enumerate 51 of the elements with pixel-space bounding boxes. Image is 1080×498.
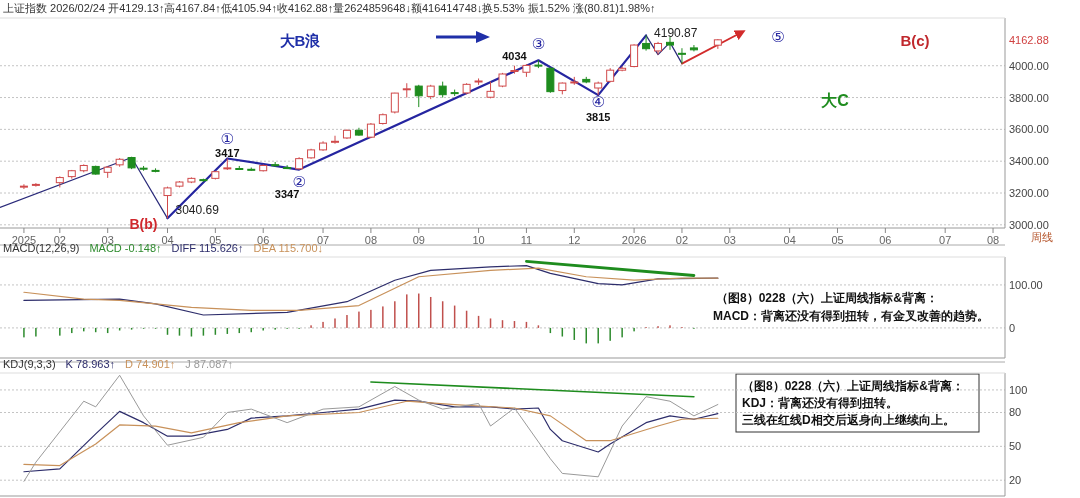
annotation: 大B浪 xyxy=(279,31,322,49)
y-tick-label: 20 xyxy=(1009,474,1022,487)
annotation: MACD：背离还没有得到扭转，有金叉改善的趋势。 xyxy=(713,309,989,323)
annotation: 4190.87 xyxy=(654,26,698,41)
annotation: ④ xyxy=(591,92,605,110)
y-tick-label: 3200.00 xyxy=(1009,187,1049,199)
y-tick-label: 3400.00 xyxy=(1009,155,1049,168)
y-tick-label: 100.00 xyxy=(1009,278,1043,291)
y-tick-label: 3600.00 xyxy=(1009,123,1049,136)
annotation: KDJ：背离还没有得到扭转。 xyxy=(742,396,899,410)
x-tick-label: 08 xyxy=(986,234,1000,246)
annotation: 4034 xyxy=(502,50,528,63)
annotation: ① xyxy=(220,129,235,147)
annotation: 三线在红线D相交后返身向上继续向上。 xyxy=(742,413,955,427)
x-tick-label: 12 xyxy=(568,234,581,246)
x-tick-label: 03 xyxy=(723,234,736,246)
x-tick-label: 07 xyxy=(316,234,330,246)
text: K 78.963↑ xyxy=(65,358,116,370)
text: J 87.087↑ xyxy=(185,358,233,370)
x-tick-label: 09 xyxy=(412,234,425,246)
y-tick-label: 50 xyxy=(1009,440,1022,453)
x-tick-label: 07 xyxy=(939,234,952,246)
annotation: 3815 xyxy=(585,111,611,124)
chart-title: 上证指数 2026/02/24 开4129.13↑高4167.84↑低4105.94↑收4162.88↑量2624859648↓额416414748↓换5.53% 振1.52% 涨(80.81)1.98%↑ xyxy=(3,2,656,14)
annotation: 大C xyxy=(821,91,850,109)
annotation: ③ xyxy=(531,34,546,52)
x-tick-label: 02 xyxy=(675,234,689,246)
y-tick-label: 3000.00 xyxy=(1009,218,1049,231)
annotation: （图8）0228（六）上证周线指标&背离： xyxy=(742,379,965,393)
x-tick-label: 06 xyxy=(879,234,892,246)
text: 周线 xyxy=(1031,231,1053,243)
annotation: ⑤ xyxy=(771,27,785,45)
annotation: B(b) xyxy=(129,216,158,233)
annotation: 3417 xyxy=(215,147,240,160)
x-tick-label: 04 xyxy=(783,234,796,246)
x-tick-label: 05 xyxy=(831,234,844,246)
y-tick-label: 80 xyxy=(1009,406,1022,419)
annotation: B(c) xyxy=(900,31,930,49)
text: D 74.901↑ xyxy=(125,358,176,370)
annotation: （图8）0228（六）上证周线指标&背离： xyxy=(716,291,939,305)
annotation: 3040.69 xyxy=(175,203,220,218)
y-tick-label: 0 xyxy=(1009,321,1016,334)
chart-title: KDJ(9,3,3) xyxy=(3,358,56,370)
x-tick-label: 11 xyxy=(520,234,533,246)
x-tick-label: 2026 xyxy=(621,234,647,246)
y-tick-label: 100 xyxy=(1009,383,1028,396)
y-tick-label: 3800.00 xyxy=(1009,91,1049,104)
y-tick-label: 4000.00 xyxy=(1009,59,1049,72)
x-tick-label: 10 xyxy=(472,234,485,246)
text: 4162.88 xyxy=(1009,34,1049,46)
x-tick-label: 08 xyxy=(364,234,378,246)
